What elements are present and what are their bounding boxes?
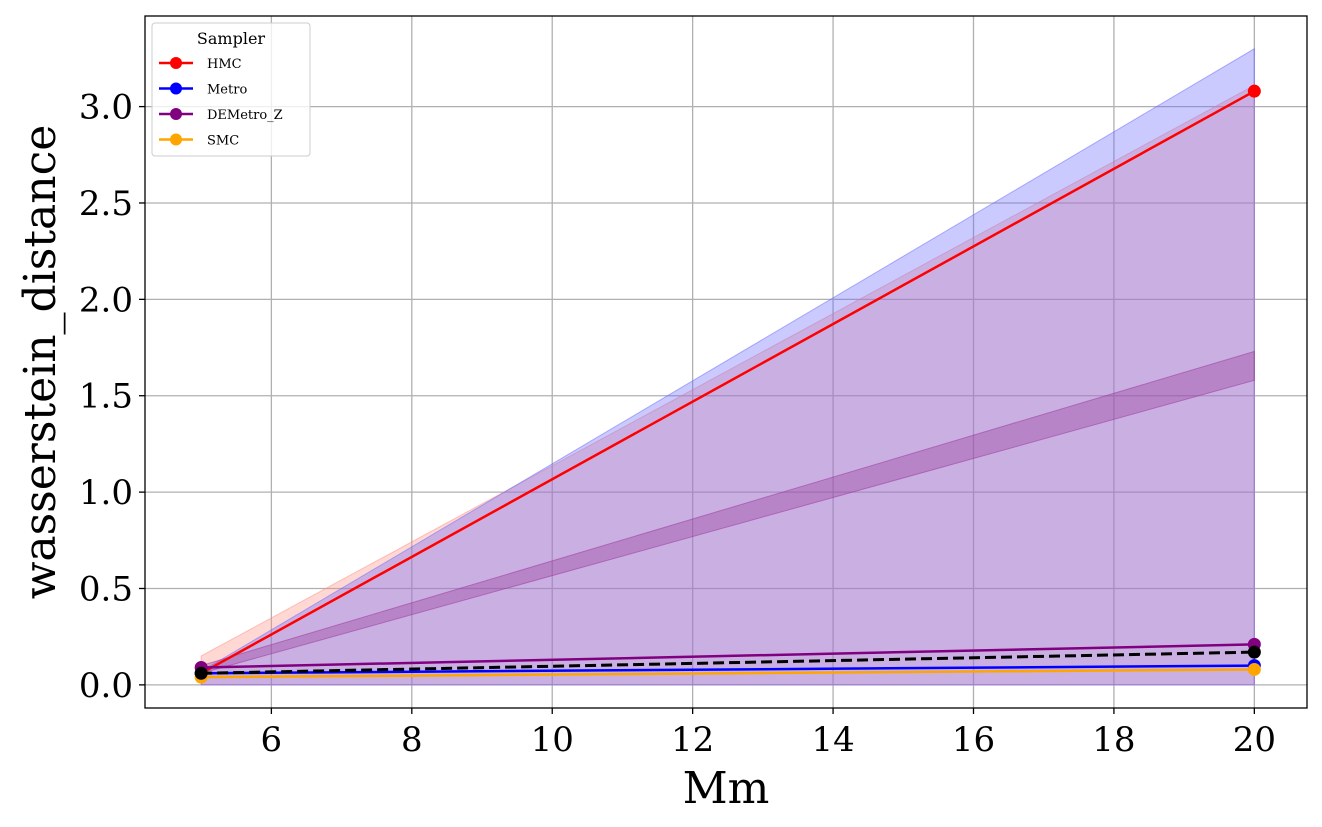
legend-marker-smc: [170, 133, 182, 146]
line-hmc: [200, 90, 1255, 675]
y-tick-label: 3.0: [79, 88, 133, 128]
x-tick-label: 8: [401, 720, 423, 760]
legend: Sampler HMC Metro DEMetro_Z SMC: [151, 22, 311, 157]
legend-marker-hmc: [170, 57, 182, 69]
plot-frame: [144, 15, 1308, 709]
axis-ticks: 6 8 10 12 14 16 18 20 0.0 0.5 1.0 1.5 2.0 2.5 3.0: [79, 88, 1276, 760]
reference-point: [194, 666, 208, 680]
grid-lines: [145, 16, 1307, 708]
line-demetro-z: [201, 643, 1255, 669]
legend-label-metro: Metro: [207, 83, 247, 98]
reference-point: [1247, 645, 1261, 659]
y-tick-label: 1.5: [79, 377, 133, 417]
x-axis-label: Mm: [683, 763, 770, 814]
x-tick-label: 6: [261, 720, 283, 760]
x-tick-label: 18: [1092, 720, 1135, 760]
y-tick-label: 0.5: [79, 569, 133, 609]
legend-marker-demetro-z: [170, 108, 182, 120]
legend-marker-metro: [170, 82, 182, 95]
y-tick-label: 0.0: [79, 666, 133, 706]
y-tick-label: 2.0: [79, 280, 133, 320]
confidence-bands: [200, 47, 1255, 686]
x-tick-label: 12: [671, 720, 714, 760]
x-tick-label: 14: [811, 720, 854, 760]
legend-label-demetro-z: DEMetro_Z: [207, 108, 283, 123]
y-axis-label: wasserstein_distance: [15, 125, 66, 600]
point-hmc: [1247, 84, 1261, 98]
y-tick-label: 2.5: [79, 184, 133, 224]
x-tick-label: 10: [531, 720, 574, 760]
y-tick-label: 1.0: [79, 473, 133, 513]
legend-box: [151, 22, 311, 157]
legend-title: Sampler: [197, 29, 266, 48]
series-lines: [194, 84, 1261, 684]
x-tick-label: 16: [952, 720, 995, 760]
line-smc: [201, 668, 1255, 679]
legend-label-hmc: HMC: [207, 57, 242, 72]
legend-label-smc: SMC: [207, 134, 239, 149]
point-smc: [1247, 662, 1261, 676]
line-metro: [201, 664, 1255, 675]
x-tick-label: 20: [1233, 720, 1276, 760]
band-metro: [200, 47, 1255, 686]
